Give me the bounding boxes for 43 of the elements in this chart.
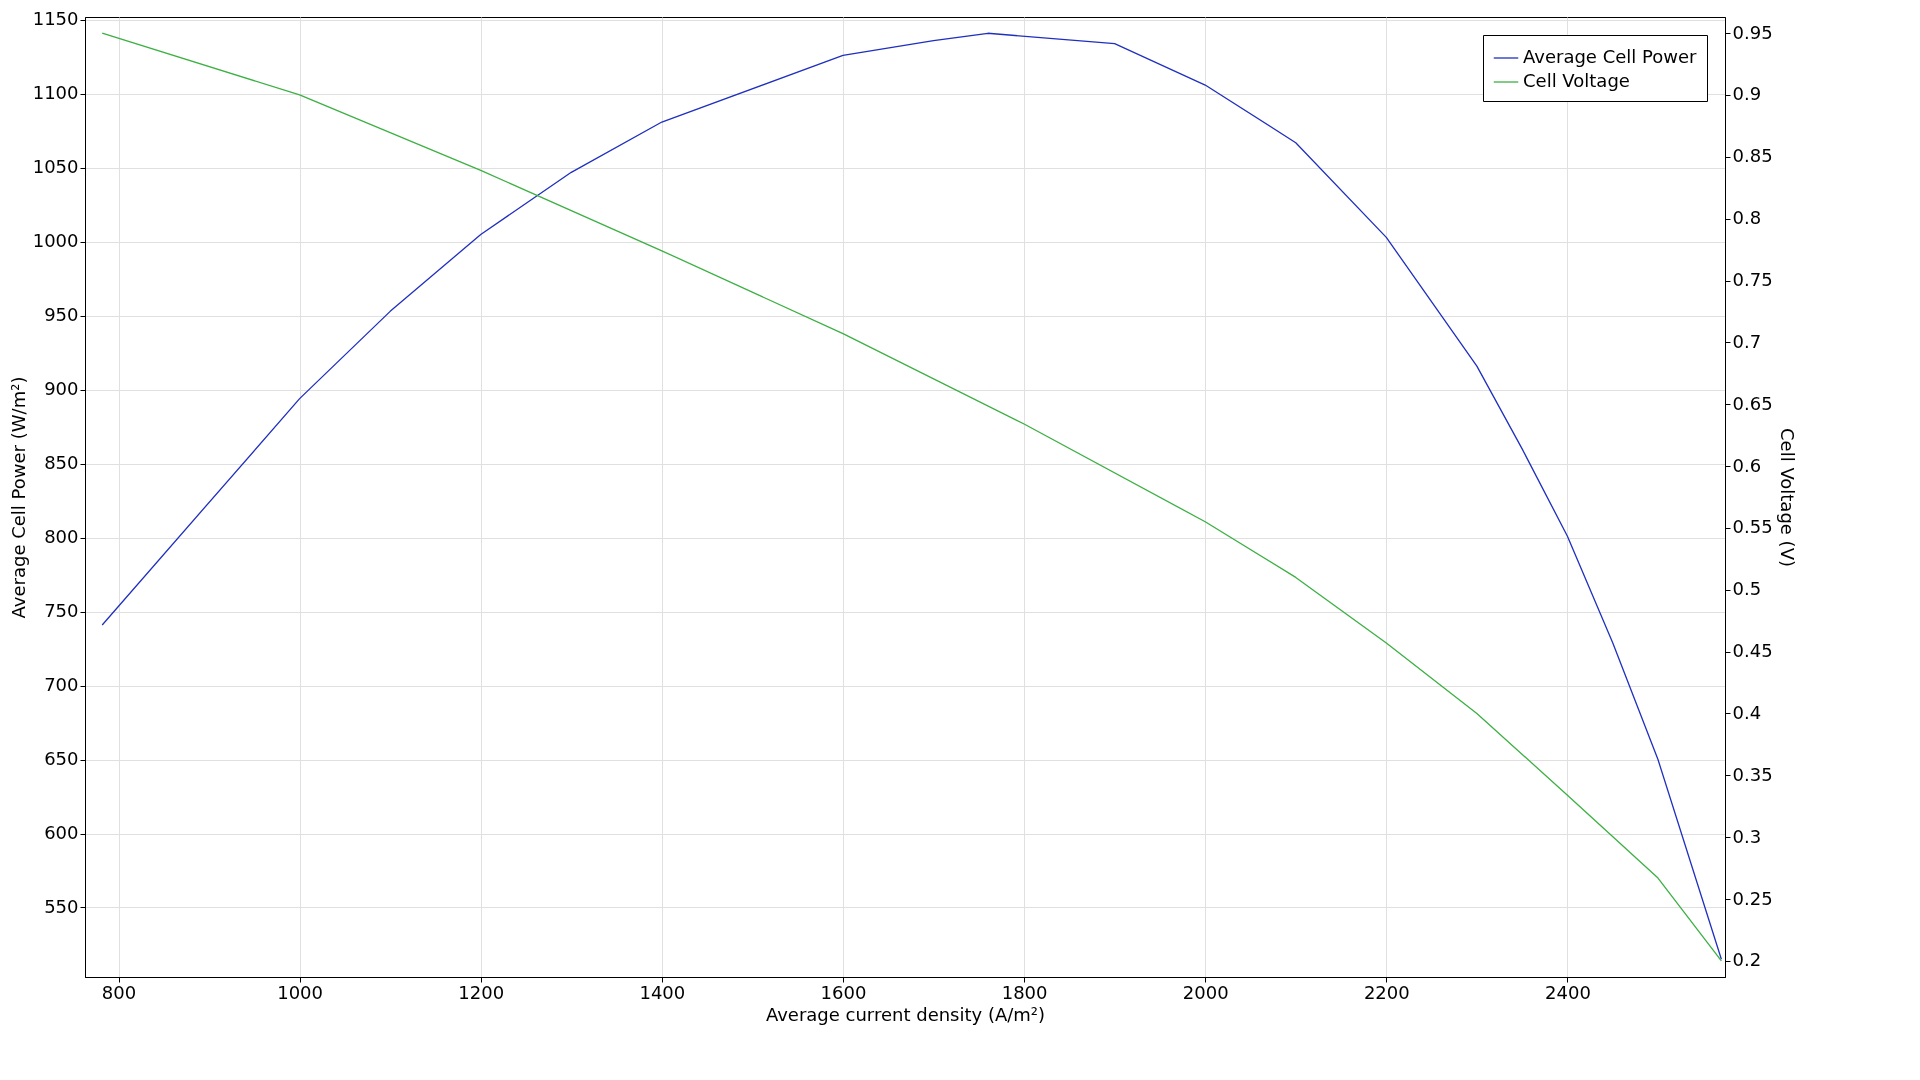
- y-tick-label: 800: [44, 526, 79, 548]
- y2-tick-label: 0.85: [1732, 145, 1773, 167]
- y2-tick-label: 0.35: [1732, 763, 1773, 785]
- y-axis-title: Average Cell Power (W/m²): [7, 376, 29, 619]
- y-tick-label: 1150: [32, 8, 79, 30]
- y-tick-label: 900: [44, 378, 79, 400]
- x-tick-label: 1400: [639, 981, 686, 1003]
- x-tick-label: 2400: [1545, 981, 1591, 1003]
- x-tick-label: 1800: [1001, 981, 1048, 1003]
- x-tick-label: 1600: [820, 981, 867, 1003]
- y2-tick-label: 0.75: [1732, 269, 1773, 291]
- y2-tick-label: 0.45: [1732, 640, 1773, 662]
- y2-tick-label: 0.6: [1732, 454, 1762, 476]
- y-tick-label: 1000: [32, 230, 79, 252]
- y2-tick-label: 0.4: [1732, 701, 1762, 723]
- y2-tick-label: 0.95: [1732, 21, 1773, 43]
- legend-label: Cell Voltage: [1523, 70, 1630, 91]
- y-tick-label: 650: [44, 748, 79, 770]
- y-tick-label: 750: [44, 600, 79, 622]
- y2-tick-label: 0.8: [1732, 207, 1762, 229]
- x-tick-label: 2200: [1363, 981, 1410, 1003]
- y2-tick-label: 0.7: [1732, 330, 1762, 352]
- y-tick-label: 600: [44, 822, 79, 844]
- y-tick-label: 1050: [32, 156, 79, 178]
- y2-tick-label: 0.9: [1732, 83, 1762, 105]
- x-tick-label: 1000: [277, 981, 324, 1003]
- x-tick-label: 1200: [458, 981, 505, 1003]
- x-tick-label: 2000: [1182, 981, 1229, 1003]
- y2-tick-label: 0.55: [1732, 516, 1773, 538]
- y-tick-label: 1100: [32, 82, 79, 104]
- legend-label: Average Cell Power: [1523, 46, 1698, 67]
- y-tick-label: 550: [44, 895, 79, 917]
- y2-tick-label: 0.3: [1732, 825, 1762, 847]
- y2-tick-label: 0.25: [1732, 887, 1773, 909]
- y-tick-label: 850: [44, 452, 79, 474]
- y2-axis-title: Cell Voltage (V): [1776, 428, 1798, 567]
- x-axis-title: Average current density (A/m²): [765, 1003, 1046, 1025]
- y2-tick-label: 0.65: [1732, 392, 1773, 414]
- y-tick-label: 700: [44, 674, 79, 696]
- x-tick-label: 800: [101, 981, 137, 1003]
- y-tick-label: 950: [44, 304, 79, 326]
- y2-tick-label: 0.5: [1732, 578, 1762, 600]
- y2-tick-label: 0.2: [1732, 949, 1762, 971]
